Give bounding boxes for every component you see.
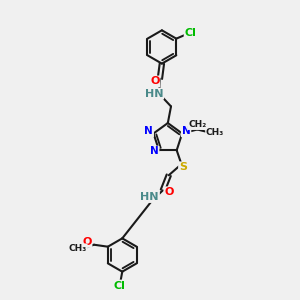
Text: Cl: Cl [113, 280, 125, 290]
Text: CH₃: CH₃ [206, 128, 224, 137]
Text: Cl: Cl [184, 28, 196, 38]
Text: O: O [150, 76, 159, 86]
Text: N: N [182, 127, 190, 136]
Text: HN: HN [140, 192, 159, 202]
Text: HN: HN [145, 89, 163, 99]
Text: CH₂: CH₂ [188, 120, 206, 129]
Text: S: S [179, 162, 187, 172]
Text: N: N [144, 127, 153, 136]
Text: N: N [150, 146, 159, 157]
Text: O: O [82, 237, 92, 247]
Text: O: O [164, 187, 174, 197]
Text: CH₃: CH₃ [69, 244, 87, 253]
